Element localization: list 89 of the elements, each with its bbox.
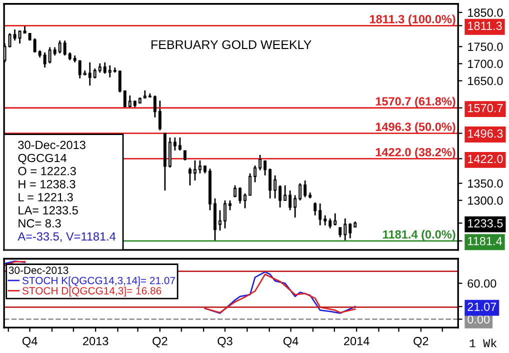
- annotation: 30-Dec-2013: [18, 140, 86, 150]
- y-tick-label: 1850.0: [468, 8, 503, 17]
- candlestick: [88, 62, 92, 86]
- candlestick: [348, 222, 352, 239]
- candlestick: [344, 218, 347, 242]
- ref-line-label: 1181.4 (0.0%): [383, 230, 456, 241]
- ref-line-label: 1570.7 (61.8%): [376, 96, 456, 108]
- annotation: O = 1222.3: [18, 166, 76, 176]
- x-axis-title: 1 Wk: [470, 338, 497, 348]
- candlestick: [254, 164, 257, 183]
- y-tick-label: 21.07: [468, 302, 496, 311]
- candlestick: [173, 136, 176, 152]
- candlestick: [324, 214, 327, 226]
- y-tick-label: 1811.3: [468, 22, 502, 30]
- candlestick: [18, 30, 22, 44]
- x-tick-label: Q4: [22, 336, 38, 348]
- candlestick: [288, 190, 292, 211]
- candlestick: [48, 46, 52, 64]
- candlestick: [193, 160, 196, 182]
- candlestick: [33, 38, 36, 54]
- candlestick: [43, 52, 46, 68]
- ref-line-label: 1496.3 (50.0%): [376, 122, 456, 134]
- x-tick-label: 2014: [344, 336, 370, 346]
- candlestick: [228, 200, 232, 211]
- ref-line-label: 1422.0 (38.2%): [376, 148, 456, 159]
- candlestick: [98, 62, 102, 74]
- annotation: L = 1221.3: [18, 193, 73, 202]
- y-tick-label: 1181.4: [468, 236, 502, 246]
- candlestick: [334, 212, 337, 226]
- annotation: H = 1238.3: [18, 180, 76, 188]
- y-tick-label: 1496.3: [468, 129, 503, 138]
- candlestick: [264, 160, 267, 176]
- x-tick-label: Q3: [218, 336, 232, 348]
- candlestick: [153, 94, 156, 118]
- candlestick: [178, 136, 182, 152]
- legend-label: STOCH D[QGCG14,3]= 16.86: [22, 286, 162, 297]
- candlestick: [314, 202, 317, 216]
- y-tick-label: 0.00: [468, 315, 490, 324]
- y-tick-label: 1233.5: [468, 219, 503, 228]
- candlestick: [93, 68, 96, 80]
- ref-line-label: 1811.3 (100.0%): [370, 14, 456, 26]
- candlestick: [8, 32, 12, 48]
- candlestick: [278, 184, 282, 208]
- y-tick-label: 1300.0: [468, 196, 503, 205]
- candlestick: [58, 40, 62, 54]
- y-tick-label: 1570.7: [468, 104, 503, 112]
- candlestick: [274, 174, 277, 200]
- candlestick: [298, 182, 302, 202]
- y-tick-label: 1350.0: [468, 179, 503, 188]
- candlestick: [268, 168, 272, 200]
- candlestick: [108, 64, 112, 78]
- legend-title: 30-Dec-2013: [8, 266, 68, 274]
- text: FEBRUARY GOLD WEEKLY: [152, 40, 312, 50]
- x-tick-label: Q2: [414, 336, 428, 348]
- candlestick: [244, 192, 247, 209]
- candlestick: [103, 62, 106, 74]
- candlestick: [188, 166, 192, 186]
- annotation: LA= 1233.5: [18, 206, 78, 214]
- candlestick: [284, 184, 287, 202]
- candlestick: [63, 40, 66, 56]
- candlestick: [294, 194, 297, 218]
- annotation: NC= 8.3: [18, 219, 61, 228]
- x-tick-label: 2013: [83, 336, 108, 346]
- candlestick: [304, 180, 307, 198]
- candlestick: [118, 70, 122, 94]
- annotation: QGCG14: [18, 154, 67, 164]
- candlestick: [318, 202, 322, 226]
- candlestick: [158, 100, 162, 132]
- candlestick: [224, 200, 226, 230]
- annotation: A=-33.5, V=1181.4: [18, 232, 116, 242]
- candlestick: [238, 186, 242, 204]
- candlestick: [78, 60, 82, 80]
- candlestick: [328, 218, 332, 230]
- candlestick: [168, 136, 172, 168]
- candlestick: [234, 184, 237, 198]
- y-tick-label: 1750.0: [468, 42, 503, 51]
- x-tick-label: Q2: [152, 336, 168, 348]
- y-tick-label: 60.00: [468, 279, 496, 288]
- candlestick: [258, 154, 262, 171]
- y-tick-label: 1700.0: [468, 60, 503, 68]
- y-tick-label: 1422.0: [468, 154, 503, 164]
- x-tick-label: Q4: [283, 336, 298, 348]
- candlestick: [218, 210, 222, 232]
- candlestick: [338, 226, 342, 238]
- legend-label: STOCH K[QGCG14,3,14]= 21.07: [22, 276, 175, 286]
- y-tick-label: 1650.0: [468, 76, 503, 86]
- candlestick: [248, 172, 252, 196]
- candlestick: [198, 160, 202, 174]
- candlestick: [13, 28, 16, 42]
